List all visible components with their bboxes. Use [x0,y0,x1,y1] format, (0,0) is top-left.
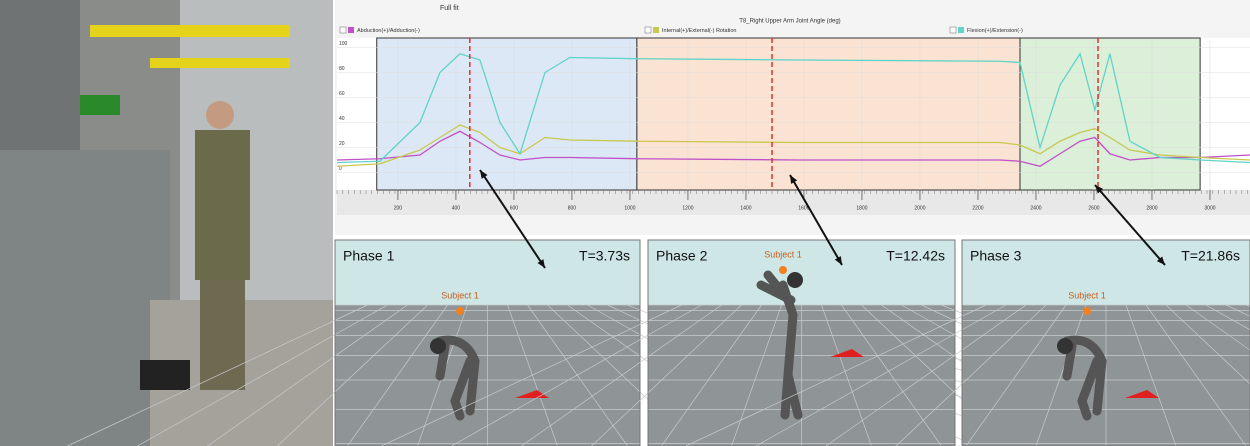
x-tick-label: 2800 [1146,205,1157,211]
x-tick-label: 2400 [1030,205,1041,211]
legend-swatch [653,27,659,33]
subject-label: Subject 1 [1068,290,1106,300]
subject-marker [456,307,464,315]
x-tick-label: 400 [452,205,461,211]
subject-label: Subject 1 [441,290,479,300]
legend-checkbox [340,27,346,33]
panel-title: Phase 3 [970,248,1022,264]
photo-beam [90,25,290,37]
x-tick-label: 2000 [914,205,925,211]
x-tick-label: 2600 [1088,205,1099,211]
panel-title: Phase 2 [656,248,708,264]
chart-title: T8_Right Upper Arm Joint Angle (deg) [739,19,840,25]
y-tick-label: 100 [339,41,348,47]
x-tick-label: 2200 [972,205,983,211]
x-tick-label: 800 [568,205,577,211]
y-tick-label: 20 [339,141,345,147]
subject-marker [779,266,787,274]
x-tick-label: 200 [394,205,403,211]
x-tick-label: 1000 [624,205,635,211]
y-tick-label: 80 [339,66,345,72]
photo-beam [150,58,290,68]
legend-checkbox [950,27,956,33]
legend-label: Flexion(+)/Extension(-) [967,28,1023,34]
photo-panel [0,150,170,446]
panel-title: Phase 1 [343,248,395,264]
legend-checkbox [645,27,651,33]
x-tick-label: 1200 [682,205,693,211]
panel-time: T=12.42s [886,248,945,264]
avatar-head [430,338,446,354]
legend-label: Internal(+)/External(-) Rotation [662,28,736,34]
toolbar-zoom: Full fit [440,5,459,12]
subject-label: Subject 1 [764,249,802,259]
photo [0,0,333,446]
x-ruler [337,190,1250,215]
x-tick-label: 3000 [1204,205,1215,211]
phase-region [377,38,637,190]
y-tick-label: 60 [339,91,345,97]
avatar-head [1057,338,1073,354]
panel-time: T=3.73s [579,248,630,264]
legend-label: Abduction(+)/Adduction(-) [357,28,420,34]
x-tick-label: 600 [510,205,519,211]
subject-marker [1083,307,1091,315]
phase-region [1020,38,1200,190]
avatar-head [787,272,803,288]
photo-person [195,130,250,280]
photo-drill [80,95,120,115]
x-tick-label: 1400 [740,205,751,211]
photo-box [140,360,190,390]
figure: Full fit T8_Right Upper Arm Joint Angle … [0,0,1250,446]
photo-person [206,101,234,129]
legend-swatch [958,27,964,33]
legend-swatch [348,27,354,33]
panel-time: T=21.86s [1181,248,1240,264]
x-tick-label: 1800 [856,205,867,211]
y-tick-label: 40 [339,116,345,122]
